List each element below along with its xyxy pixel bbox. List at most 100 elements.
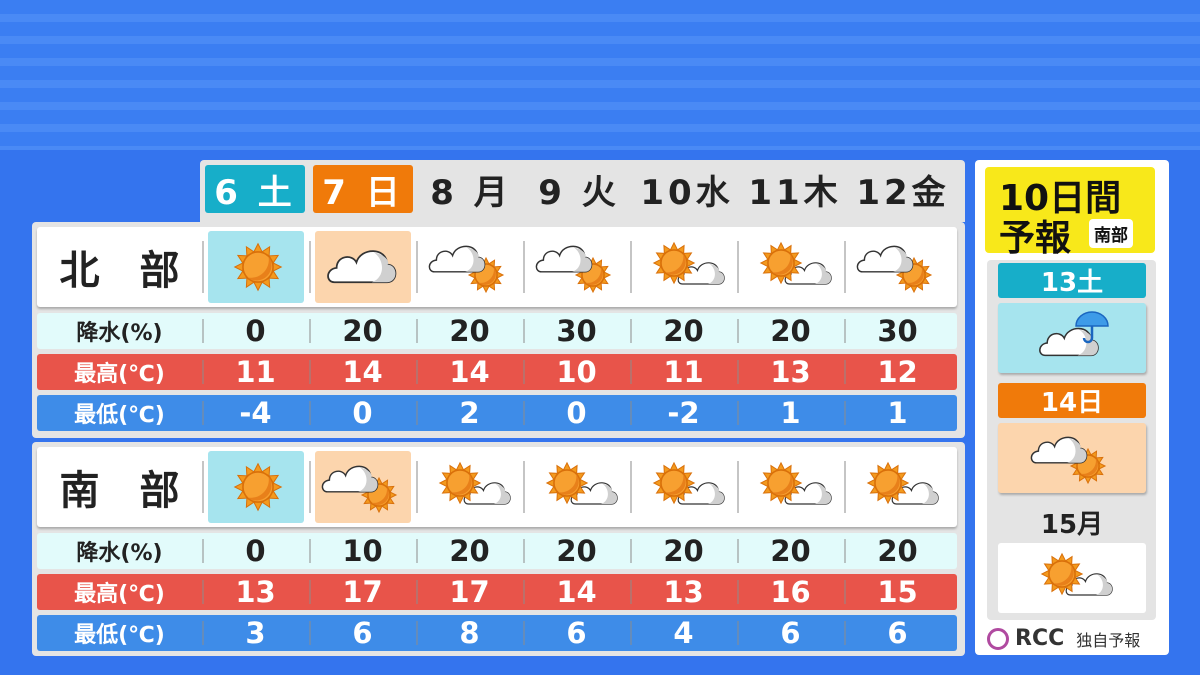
extended-day-label: 13土 [998,263,1146,298]
low-label: 最低(℃) [74,403,165,428]
day-header-4: 10水 [640,172,734,213]
rain-value: 30 [523,313,630,349]
day-header-2: 8 月 [430,172,512,213]
high-value: 11 [630,354,737,390]
icon-box [636,451,732,523]
icon-cell [202,227,309,307]
logo-ring-icon [987,627,1009,650]
rain-value: 20 [416,533,523,569]
icon-cell [202,447,309,527]
high-value: 13 [202,574,309,610]
region-name: 北 部 [59,248,180,294]
sun-icon [652,461,695,505]
cloudy-then-sunny-icon [321,465,397,514]
low-value: 4 [630,615,737,651]
cloudy-with-rain-icon [1039,311,1109,357]
icon-cell [737,227,844,307]
low-value: 0 [523,395,630,431]
low-value: -4 [202,395,309,431]
high-label: 最高(℃) [74,582,165,607]
region-tag: 南部 [1089,219,1133,248]
icon-cell [523,447,630,527]
icon-cell [630,447,737,527]
high-value: 17 [309,574,416,610]
sunny-then-cloudy-icon [652,461,725,505]
sunny-icon [233,242,282,292]
rain-value: 0 [202,313,309,349]
high-value: 15 [844,574,951,610]
extended-icon-box [998,423,1146,493]
high-value: 13 [630,574,737,610]
low-value: 6 [523,615,630,651]
icon-cell [844,447,951,527]
sun-icon [759,461,802,505]
rain-row: 降水(%) 0 20 20 30 20 20 30 [37,313,957,349]
sun-icon [233,242,282,292]
extended-days: 13土 14日 15月 [987,260,1156,620]
sun-icon [233,462,282,512]
region-name: 南 部 [59,468,180,514]
high-value: 14 [416,354,523,390]
rain-value: 20 [844,533,951,569]
icon-box [529,451,625,523]
rain-label: 降水(%) [76,321,163,346]
rain-value: 30 [844,313,951,349]
sun-icon [759,241,802,285]
sunny-then-cloudy-icon [759,461,832,505]
low-row: 最低(℃) -4 0 2 0 -2 1 1 [37,395,957,431]
low-row: 最低(℃) 3 6 8 6 4 6 6 [37,615,957,651]
rain-value: 20 [737,533,844,569]
icon-box [314,231,411,303]
low-value: 1 [844,395,951,431]
rain-value: 10 [309,533,416,569]
sunny-then-cloudy-icon [1040,552,1113,596]
region-panel-north: 北 部 降水(%) 0 20 20 30 20 20 30 最高(℃) 11 14 14 10 11 13… [32,222,965,438]
low-value: 3 [202,615,309,651]
low-value: -2 [630,395,737,431]
extended-day-label: 14日 [998,383,1146,418]
rain-value: 20 [309,313,416,349]
rain-row: 降水(%) 0 10 20 20 20 20 20 [37,533,957,569]
low-value: 2 [416,395,523,431]
day-header-6: 12金 [856,172,950,213]
icon-box [422,231,518,303]
rain-value: 0 [202,533,309,569]
cloud-icon [321,465,378,493]
high-value: 11 [202,354,309,390]
icon-cell [737,447,844,527]
day-header-3: 9 火 [538,172,620,213]
icon-box [207,451,304,523]
cloudy-then-sunny-icon [428,245,504,294]
sun-icon [438,461,481,505]
cloudy-then-sunny-icon [1030,436,1107,485]
high-value: 13 [737,354,844,390]
sunny-then-cloudy-icon [866,461,939,505]
icon-cell [416,227,523,307]
sunny-then-cloudy-icon [759,241,832,285]
low-value: 6 [737,615,844,651]
sun-icon [866,461,909,505]
icon-box [422,451,518,523]
rain-label: 降水(%) [76,541,163,566]
icon-box [207,231,304,303]
icon-box [314,451,411,523]
icon-cell [309,227,416,307]
extended-title-line2: 予報 [999,218,1072,259]
region-panel-south: 南 部 降水(%) 0 10 20 20 20 20 20 最高(℃) 13 17 17 14 13 16… [32,442,965,656]
high-value: 12 [844,354,951,390]
icon-cell [630,227,737,307]
cloud-icon [856,245,913,273]
low-value: 8 [416,615,523,651]
sun-icon [652,241,695,285]
weather-icon-row: 南 部 [37,447,957,527]
footer-caption: 独自予報 [1076,630,1141,650]
cloud-icon [535,245,592,273]
day-header-5: 11木 [748,172,842,213]
sun-icon [1040,552,1084,596]
extended-icon-box [998,543,1146,613]
extended-title-line1: 10日間 [999,178,1122,219]
low-value: 6 [309,615,416,651]
icon-box [743,451,839,523]
low-value: 1 [737,395,844,431]
